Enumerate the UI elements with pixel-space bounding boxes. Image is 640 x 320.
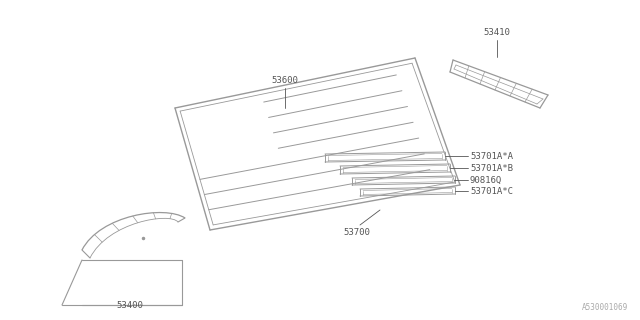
Text: 53600: 53600 xyxy=(271,76,298,85)
Text: 90816Q: 90816Q xyxy=(470,175,502,185)
Text: 53701A*C: 53701A*C xyxy=(470,187,513,196)
Text: 53701A*A: 53701A*A xyxy=(470,151,513,161)
Text: 53400: 53400 xyxy=(116,301,143,310)
Text: 53700: 53700 xyxy=(344,228,371,237)
Text: A530001069: A530001069 xyxy=(582,303,628,312)
Text: 53701A*B: 53701A*B xyxy=(470,164,513,172)
Text: 53410: 53410 xyxy=(484,28,511,37)
